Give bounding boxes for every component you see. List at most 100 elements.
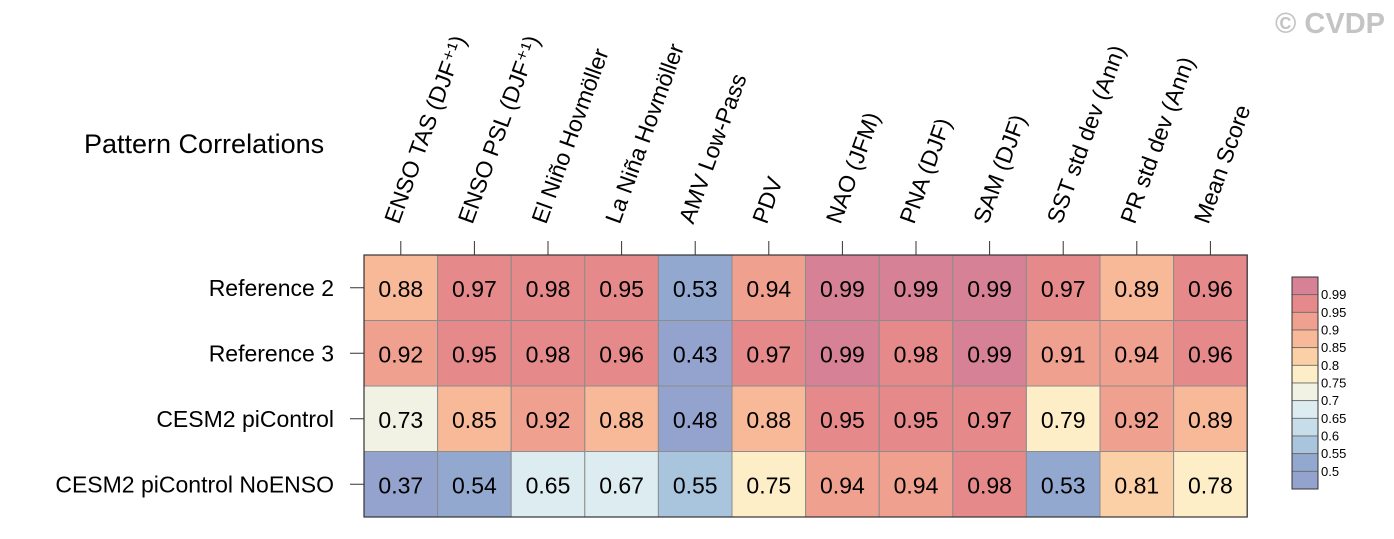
cell-value-label: 0.96 [1188,341,1233,367]
colorbar-swatch [1291,294,1319,313]
heatmap-cell [1099,385,1175,452]
cell-value-label: 0.75 [746,472,791,498]
column-label: PNA (DJF) [894,115,956,227]
colorbar-swatch [1291,364,1319,384]
column-labels: ENSO TAS (DJF⁺¹)ENSO PSL (DJF⁺¹)El Niño … [379,32,1256,255]
cell-value-label: 0.96 [1188,276,1233,302]
heatmap-cell [952,254,1027,321]
heatmap-cell [584,320,659,387]
heatmap-cell [437,385,512,452]
cell-value-label: 0.88 [746,407,791,433]
colorbar-swatch [1291,470,1319,490]
cell-value-label: 0.99 [820,276,865,302]
colorbar-tick-label: 0.99 [1321,287,1346,302]
colorbar-swatch [1291,435,1319,455]
watermark-text: © CVDP [1275,8,1385,40]
colorbar-swatch [1291,311,1319,331]
heatmap-cell [584,385,659,452]
cell-value-label: 0.54 [452,472,497,498]
heatmap-cell [510,451,586,518]
heatmap-cell [805,451,880,518]
colorbar-tick-label: 0.55 [1321,446,1346,461]
heatmap-cell [657,254,733,321]
cell-value-label: 0.88 [599,407,644,433]
heatmap-border [363,254,1248,518]
colorbar-tick-label: 0.6 [1321,429,1339,444]
cell-value-label: 0.98 [526,276,571,302]
heatmap-cell [952,320,1027,387]
heatmap-cell [1173,385,1248,452]
cell-value-label: 0.97 [967,407,1012,433]
colorbar-legend: 0.99 0.95 0.9 0.85 0.8 0.75 0.7 0.65 0.6 0.55 0.5 [1291,276,1346,490]
cell-value-label: 0.88 [378,276,423,302]
colorbar-swatch [1291,417,1319,437]
cell-value-label: 0.53 [1041,472,1086,498]
cell-value-label: 0.95 [599,276,644,302]
heatmap-cell [878,320,954,387]
heatmap-cell [510,385,586,452]
heatmap-cell [952,385,1027,452]
colorbar-border [1291,276,1319,490]
cell-value-label: 0.94 [1114,341,1159,367]
colorbar-tick-label: 0.7 [1321,393,1339,408]
cell-value-label: 0.92 [378,341,423,367]
column-label: NAO (JFM) [821,109,885,227]
heatmap-cell [731,451,807,518]
column-label: PDV [747,173,788,227]
cell-value-label: 0.91 [1041,341,1086,367]
heatmap-cell [1025,451,1101,518]
heatmap-cell [584,451,659,518]
cell-value-label: 0.43 [673,341,718,367]
cell-value-label: 0.89 [1188,407,1233,433]
cell-value-label: 0.85 [452,407,497,433]
colorbar-swatch [1291,453,1319,472]
cell-value-label: 0.94 [746,276,791,302]
colorbar-swatch [1291,400,1319,419]
heatmap-cell [657,320,733,387]
heatmap-cell [1099,320,1175,387]
heatmap-cell [363,320,439,387]
cell-value-label: 0.95 [894,407,939,433]
cell-value-label: 0.95 [452,341,497,367]
cell-value-label: 0.78 [1188,472,1233,498]
cell-value-label: 0.89 [1114,276,1159,302]
heatmap-cell [1173,254,1248,321]
colorbar-swatch [1291,276,1319,296]
row-label: Reference 3 [209,340,334,366]
column-label: ENSO TAS (DJF⁺¹) [379,32,471,227]
row-labels: Reference 2 Reference 3 CESM2 piControl CES… [55,275,364,497]
cell-value-label: 0.67 [599,472,644,498]
colorbar-tick-label: 0.95 [1321,305,1346,320]
cell-value-label: 0.92 [1114,407,1159,433]
heatmap-cell [657,451,733,518]
cell-value-label: 0.96 [599,341,644,367]
heatmap-cell [878,451,954,518]
cell-value-label: 0.98 [894,341,939,367]
column-label: PR std dev (Ann) [1115,53,1199,226]
heatmap-cell [437,451,512,518]
cell-value-label: 0.92 [526,407,571,433]
cell-value-label: 0.97 [452,276,497,302]
cell-value-label: 0.81 [1114,472,1159,498]
heatmap-cell [731,320,807,387]
cell-value-label: 0.94 [894,472,939,498]
colorbar-tick-label: 0.9 [1321,323,1339,338]
cell-value-label: 0.48 [673,407,718,433]
heatmap-cell [1173,451,1248,518]
cell-value-label: 0.97 [746,341,791,367]
row-label: CESM2 piControl [156,406,334,432]
cell-value-label: 0.98 [526,341,571,367]
cell-value-label: 0.99 [967,276,1012,302]
heatmap-cell [731,254,807,321]
cell-value-label: 0.99 [894,276,939,302]
cell-value-label: 0.99 [820,341,865,367]
colorbar-swatch [1291,329,1319,349]
chart-title: Pattern Correlations [84,129,324,159]
row-label: CESM2 piControl NoENSO [55,471,334,497]
heatmap-cell [437,320,512,387]
cell-value-label: 0.53 [673,276,718,302]
column-label: SAM (DJF) [968,111,1031,227]
heatmap-cell [952,451,1027,518]
column-label: El Niño Hovmöller [526,45,613,227]
